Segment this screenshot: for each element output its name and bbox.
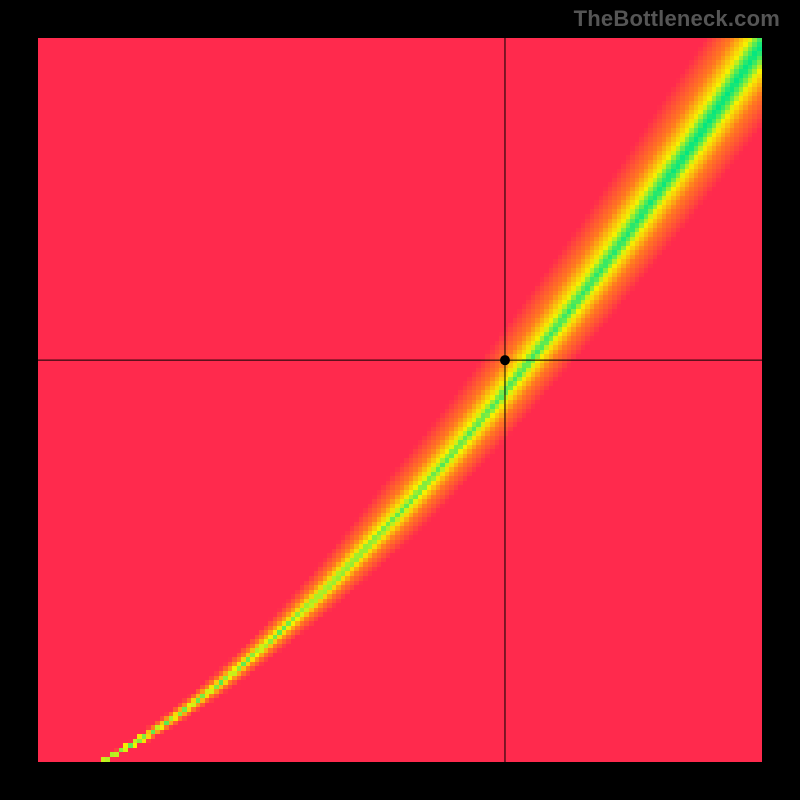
crosshair-overlay bbox=[38, 38, 762, 762]
marker-dot bbox=[500, 355, 510, 365]
heatmap-plot bbox=[38, 38, 762, 762]
watermark-text: TheBottleneck.com bbox=[574, 6, 780, 32]
chart-container: TheBottleneck.com bbox=[0, 0, 800, 800]
